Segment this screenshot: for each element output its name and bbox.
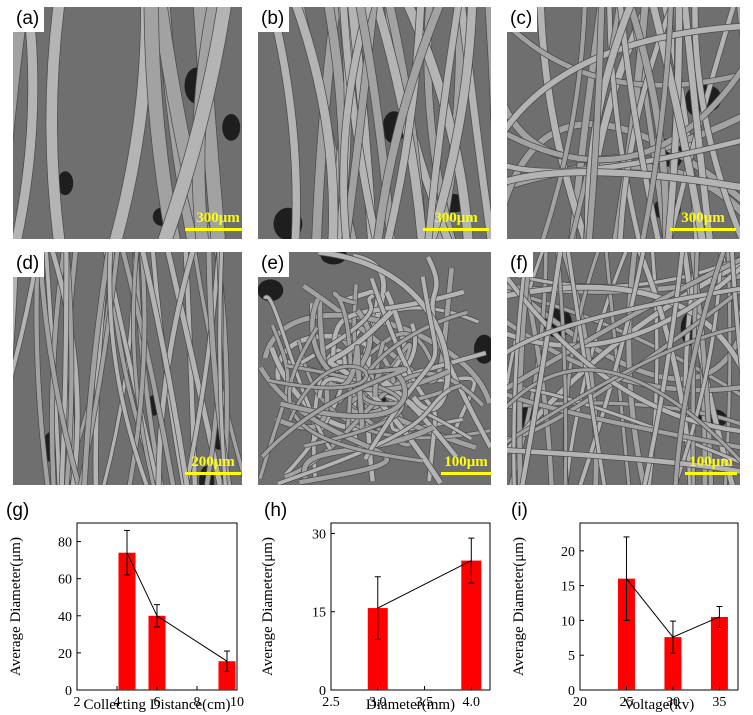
x-tick-label: 30 [666,695,680,710]
x-tick-label: 2 [74,695,81,710]
x-tick-label: 4 [114,695,121,710]
scale-bar-a: 300μm [185,210,242,231]
bar [617,578,635,690]
sem-image-b: (b) 300μm [258,7,491,239]
scale-bar-c: 300μm [670,210,736,231]
x-tick-label: 10 [230,695,244,710]
bar [664,637,682,690]
y-tick-label: 0 [568,684,575,699]
plot-frame [330,522,491,691]
y-tick-label: 80 [58,536,72,551]
panel-label-a: (a) [13,7,45,32]
sem-image-f: (f) 100μm [507,252,740,485]
y-axis-label: Average Diameter(μm) [260,537,276,676]
bar [461,560,482,690]
x-tick-label: 6 [154,695,161,710]
x-tick-label: 3.5 [416,695,434,710]
scale-bar-e: 100μm [441,454,491,475]
series-line [126,552,228,662]
chart-label-g: (g) [6,500,30,521]
fiber-texture [13,252,242,485]
panel-label-d: (d) [13,252,45,277]
y-tick-label: 20 [561,545,575,560]
panel-label-e: (e) [258,252,290,277]
bar [710,616,728,690]
scale-text-f: 100μm [689,454,733,470]
fiber-texture [267,7,491,239]
y-tick-label: 20 [58,647,72,662]
x-tick-label: 35 [712,695,726,710]
fiber-texture [507,7,740,239]
y-tick-label: 60 [58,573,72,588]
chart-label-h: (h) [264,500,288,521]
x-axis-label: Diameter(mm) [366,697,455,713]
plot-frame [579,522,739,691]
x-tick-label: 4.0 [463,695,481,710]
x-tick-label: 2.5 [322,695,340,710]
panel-label-c: (c) [507,7,538,32]
scale-bar-f: 100μm [685,454,737,475]
x-tick-label: 20 [573,695,587,710]
y-axis-label: Average Diameter(μm) [511,537,527,676]
scale-bar-d: 200μm [185,454,241,475]
panel-label-b: (b) [258,7,290,32]
scale-text-e: 100μm [444,454,488,470]
fiber-texture [507,252,740,485]
sem-image-c: (c) 300μm [507,7,740,239]
y-tick-label: 40 [58,610,72,625]
x-tick-label: 25 [619,695,633,710]
x-axis-label: Collecting Distance(cm) [83,697,230,713]
y-tick-label: 15 [561,580,575,595]
y-tick-label: 0 [65,684,72,699]
sem-image-d: (d) 200μm [13,252,242,485]
scale-text-b: 300μm [434,210,478,226]
scale-text-d: 200μm [191,454,235,470]
bar [367,608,388,690]
x-axis-label: Voltage(kv) [624,697,695,713]
sem-image-a: (a) 300μm [13,7,242,239]
y-tick-label: 15 [312,606,326,621]
scale-bar-b: 300μm [423,210,489,231]
y-tick-label: 30 [312,527,326,542]
panel-label-f: (f) [507,252,533,277]
series-line [377,560,472,609]
y-axis-label: Average Diameter(μm) [8,537,24,676]
sem-image-e: (e) 100μm [258,252,491,485]
bar [118,552,136,690]
bar [148,615,166,690]
x-tick-label: 8 [194,695,201,710]
bar [218,661,236,690]
fiber-texture [13,7,241,239]
x-tick-label: 3.0 [369,695,387,710]
scale-text-a: 300μm [196,210,240,226]
chart-label-i: (i) [511,500,528,521]
fiber-texture [258,252,491,485]
scale-text-c: 300μm [681,210,725,226]
y-tick-label: 0 [319,684,326,699]
y-tick-label: 5 [568,649,575,664]
y-tick-label: 10 [561,614,575,629]
